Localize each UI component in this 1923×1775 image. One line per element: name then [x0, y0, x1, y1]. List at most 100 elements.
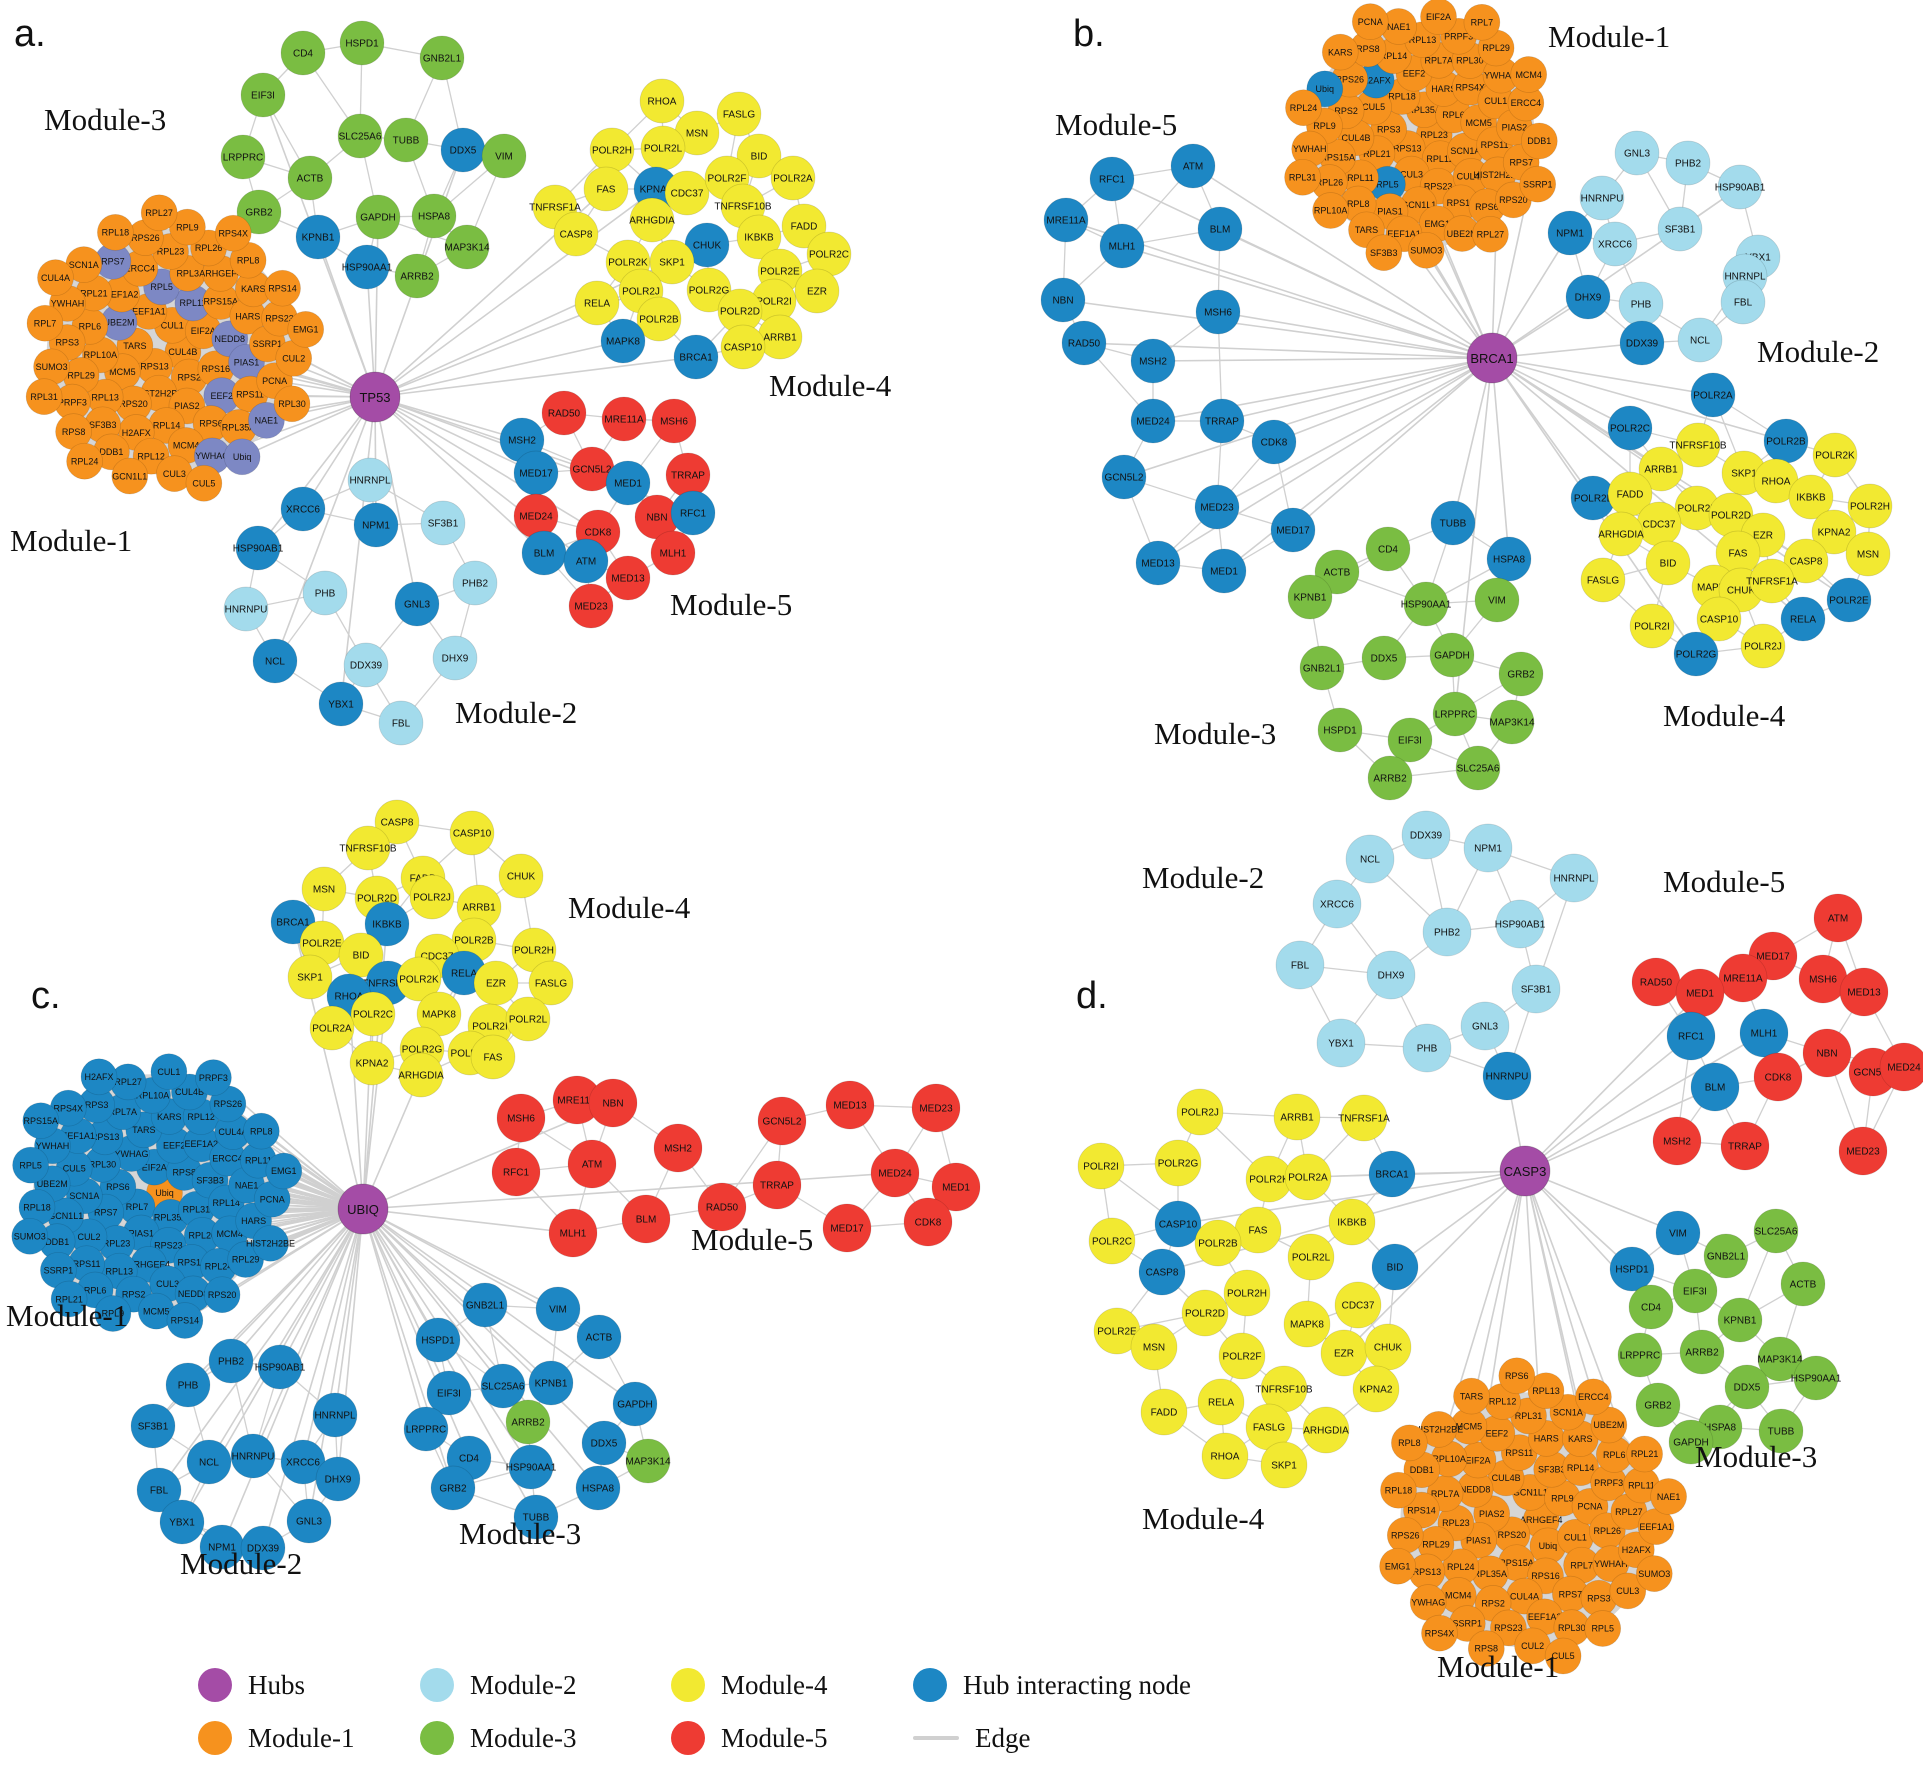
node-Ubiq[interactable]: Ubiq: [223, 438, 261, 476]
node-RPS26[interactable]: RPS26: [1386, 1516, 1424, 1554]
node-RPS14[interactable]: RPS14: [264, 269, 301, 307]
node-DDX5[interactable]: DDX5: [440, 127, 486, 173]
node-HNRNPL[interactable]: HNRNPL: [312, 1392, 358, 1438]
node-SUMO3[interactable]: SUMO3: [1407, 231, 1445, 269]
node-KPNA2[interactable]: KPNA2: [1352, 1365, 1400, 1413]
node-CUL5[interactable]: CUL5: [1544, 1637, 1582, 1675]
node-DDX39[interactable]: DDX39: [240, 1525, 286, 1571]
node-EMG1[interactable]: EMG1: [287, 311, 325, 348]
node-SKP1[interactable]: SKP1: [649, 239, 695, 285]
node-MRE11A[interactable]: MRE11A: [1043, 197, 1089, 243]
node-NAE1[interactable]: NAE1: [248, 402, 285, 439]
node-RPL24[interactable]: RPL24: [1285, 89, 1322, 127]
node-BLM[interactable]: BLM: [1197, 206, 1243, 252]
node-EZR[interactable]: EZR: [794, 268, 840, 314]
node-ARHGDIA[interactable]: ARHGDIA: [1302, 1406, 1350, 1454]
node-DHX9[interactable]: DHX9: [1366, 950, 1416, 1000]
node-FASLG[interactable]: FASLG: [1580, 557, 1626, 603]
node-ARRB2[interactable]: ARRB2: [1679, 1329, 1725, 1375]
node-HSPA8[interactable]: HSPA8: [575, 1465, 621, 1511]
node-RPL8[interactable]: RPL8: [1391, 1424, 1428, 1462]
node-RPL21[interactable]: RPL21: [50, 1280, 88, 1318]
node-MAP3K14[interactable]: MAP3K14: [625, 1438, 671, 1484]
node-MLH1[interactable]: MLH1: [650, 530, 696, 576]
node-CDK8[interactable]: CDK8: [1753, 1052, 1803, 1102]
node-MAP3K14[interactable]: MAP3K14: [1489, 699, 1535, 745]
node-KARS[interactable]: KARS: [1321, 33, 1359, 71]
node-IKBKB[interactable]: IKBKB: [1328, 1198, 1376, 1246]
node-FBL[interactable]: FBL: [1275, 940, 1325, 990]
node-TUBB[interactable]: TUBB: [383, 117, 429, 163]
node-IKBKB[interactable]: IKBKB: [364, 901, 410, 947]
node-HIST2H2BE[interactable]: HIST2H2BE: [246, 1224, 295, 1262]
node-KPNA2[interactable]: KPNA2: [1811, 509, 1857, 555]
node-DDX39[interactable]: DDX39: [343, 642, 389, 688]
node-ARRB1[interactable]: ARRB1: [456, 884, 502, 930]
node-TUBB[interactable]: TUBB: [1430, 500, 1476, 546]
node-MLH1[interactable]: MLH1: [548, 1208, 598, 1258]
node-MSN[interactable]: MSN: [301, 866, 347, 912]
node-SF3B1[interactable]: SF3B1: [1657, 206, 1703, 252]
node-PHB2[interactable]: PHB2: [452, 560, 498, 606]
node-SF3B1[interactable]: SF3B1: [1511, 964, 1561, 1014]
node-RPS15A[interactable]: RPS15A: [22, 1102, 60, 1140]
node-ARHGDIA[interactable]: ARHGDIA: [398, 1052, 444, 1098]
node-MLH1[interactable]: MLH1: [1739, 1008, 1789, 1058]
node-GRB2[interactable]: GRB2: [1635, 1382, 1681, 1428]
node-FASLG[interactable]: FASLG: [716, 91, 762, 137]
node-PHB2[interactable]: PHB2: [1422, 907, 1472, 957]
node-BLM[interactable]: BLM: [621, 1194, 671, 1244]
node-GNB2L1[interactable]: GNB2L1: [1299, 645, 1345, 691]
node-RPL27[interactable]: RPL27: [140, 194, 178, 232]
node-MED17[interactable]: MED17: [513, 450, 559, 496]
node-KPNB1[interactable]: KPNB1: [1287, 574, 1333, 620]
node-ARRB2[interactable]: ARRB2: [1367, 755, 1413, 801]
node-POLR2L[interactable]: POLR2L: [505, 996, 551, 1042]
hub-CASP3[interactable]: CASP3: [1499, 1145, 1551, 1197]
node-TNFRSF1A[interactable]: TNFRSF1A: [1746, 558, 1798, 604]
node-KPNB1[interactable]: KPNB1: [528, 1360, 574, 1406]
node-RAD50[interactable]: RAD50: [697, 1182, 747, 1232]
node-ACTB[interactable]: ACTB: [1780, 1261, 1826, 1307]
node-RPS26[interactable]: RPS26: [209, 1085, 247, 1123]
node-KPNB1[interactable]: KPNB1: [1717, 1297, 1763, 1343]
node-POLR2C[interactable]: POLR2C: [350, 991, 396, 1037]
node-MED23[interactable]: MED23: [568, 583, 614, 629]
node-POLR2K[interactable]: POLR2K: [1812, 432, 1858, 478]
node-TRRAP[interactable]: TRRAP: [752, 1160, 802, 1210]
node-FBL[interactable]: FBL: [136, 1467, 182, 1513]
node-HSPA8[interactable]: HSPA8: [1486, 536, 1532, 582]
node-ARHGDIA[interactable]: ARHGDIA: [629, 197, 675, 243]
node-POLR2G[interactable]: POLR2G: [1673, 631, 1719, 677]
node-TNFRSF10B[interactable]: TNFRSF10B: [1255, 1365, 1313, 1413]
node-POLR2B[interactable]: POLR2B: [1763, 418, 1809, 464]
node-HNRNPL[interactable]: HNRNPL: [347, 457, 393, 503]
node-EMG1[interactable]: EMG1: [265, 1152, 303, 1190]
node-VIM[interactable]: VIM: [535, 1286, 581, 1332]
node-MED23[interactable]: MED23: [1838, 1126, 1888, 1176]
node-RPL30[interactable]: RPL30: [273, 385, 311, 423]
node-YBX1[interactable]: YBX1: [318, 681, 364, 727]
node-CD4[interactable]: CD4: [1628, 1284, 1674, 1330]
node-NBN[interactable]: NBN: [1802, 1028, 1852, 1078]
node-EIF3I[interactable]: EIF3I: [240, 72, 286, 118]
node-RPS6[interactable]: RPS6: [1498, 1357, 1536, 1395]
node-GNL3[interactable]: GNL3: [1614, 130, 1660, 176]
hub-UBIQ[interactable]: UBIQ: [337, 1183, 389, 1235]
node-POLR2C[interactable]: POLR2C: [1607, 405, 1653, 451]
node-POLR2B[interactable]: POLR2B: [636, 296, 682, 342]
hub-TP53[interactable]: TP53: [349, 371, 401, 423]
node-MSH2[interactable]: MSH2: [653, 1123, 703, 1173]
node-RPL9[interactable]: RPL9: [94, 1295, 132, 1332]
node-MSN[interactable]: MSN: [1845, 531, 1891, 577]
node-SLC25A6[interactable]: SLC25A6: [337, 113, 383, 159]
node-GNL3[interactable]: GNL3: [286, 1498, 332, 1544]
node-POLR2L[interactable]: POLR2L: [640, 125, 686, 171]
node-FADD[interactable]: FADD: [781, 203, 827, 249]
node-POLR2L[interactable]: POLR2L: [1287, 1233, 1335, 1281]
node-VIM[interactable]: VIM: [1655, 1210, 1701, 1256]
node-ATM[interactable]: ATM: [567, 1139, 617, 1189]
node-HSPD1[interactable]: HSPD1: [1317, 707, 1363, 753]
node-PHB[interactable]: PHB: [165, 1362, 211, 1408]
node-EIF3I[interactable]: EIF3I: [426, 1370, 472, 1416]
